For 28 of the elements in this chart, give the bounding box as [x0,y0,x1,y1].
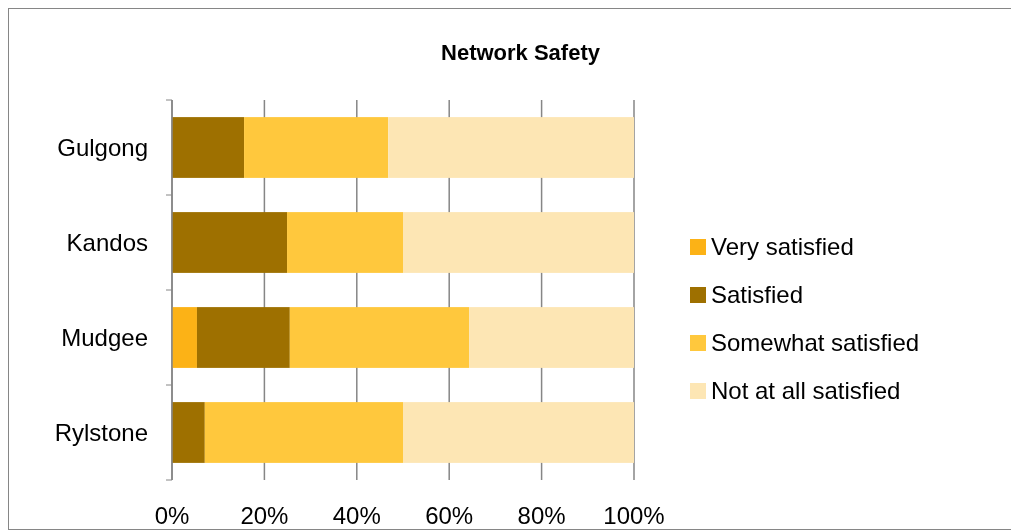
legend-label: Somewhat satisfied [711,329,920,357]
bar [403,402,634,463]
x-tick-label: 0% [154,502,190,529]
bar [403,212,634,273]
bar [469,307,634,368]
bar [172,117,245,178]
legend-label: Satisfied [711,281,804,309]
x-tick-label: 60% [425,502,474,529]
y-tick-label: Mudgee [61,323,148,351]
bar [172,402,205,463]
y-tick-label: Rylstone [54,418,148,446]
x-tick-label: 80% [517,502,566,529]
bar [287,212,403,273]
x-tick-label: 40% [332,502,381,529]
chart-title: Network Safety [441,40,601,65]
y-tick-label: Gulgong [57,133,148,161]
bar [204,402,403,463]
bar [172,212,288,273]
bar [388,117,634,178]
bar [289,307,470,368]
bar [196,307,290,368]
bar [244,117,389,178]
y-tick-label: Kandos [66,228,148,256]
bar [172,307,197,368]
x-tick-label: 100% [603,502,665,529]
legend-label: Not at all satisfied [711,377,901,405]
legend-label: Very satisfied [711,233,854,261]
x-tick-label: 20% [240,502,289,529]
